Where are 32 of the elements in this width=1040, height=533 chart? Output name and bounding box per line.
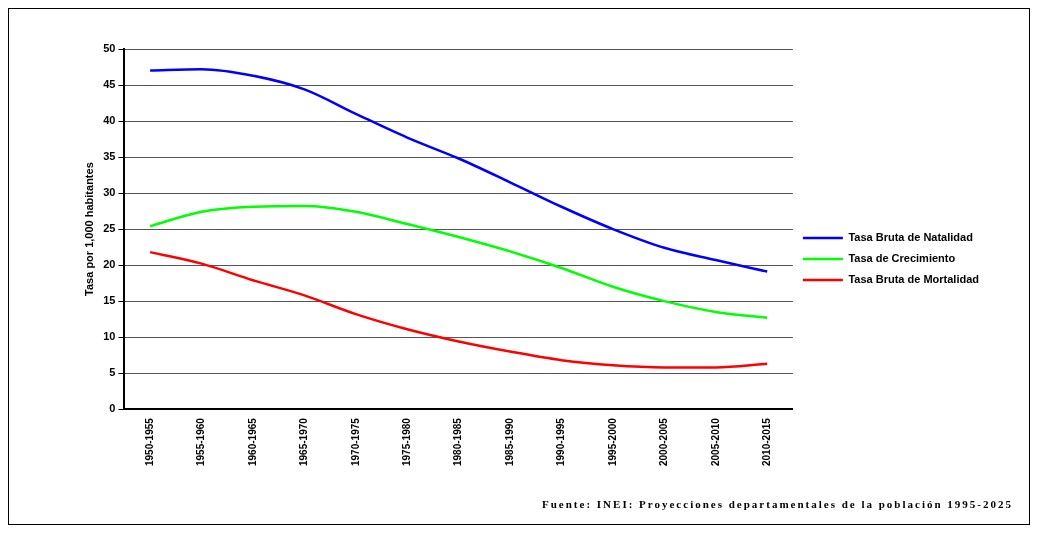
legend-label: Tasa Bruta de Mortalidad <box>848 273 980 286</box>
y-tick-label: 15 <box>103 294 116 307</box>
y-tick-label: 35 <box>103 150 116 163</box>
x-tick-label: 1950-1955 <box>143 417 155 467</box>
x-tick-label: 1995-2000 <box>606 417 618 467</box>
x-tick-label: 1985-1990 <box>503 417 515 467</box>
y-axis-title: Tasa por 1,000 habitantes <box>82 162 95 296</box>
x-tick-label: 2005-2010 <box>709 417 721 467</box>
y-tick-label: 5 <box>109 366 116 379</box>
line-series <box>148 250 769 369</box>
x-tick-label: 2000-2005 <box>658 417 670 467</box>
x-tick-label: 1965-1970 <box>298 417 310 467</box>
line-series <box>148 204 769 319</box>
y-tick-label: 25 <box>103 222 116 235</box>
y-tick-label: 10 <box>103 330 116 343</box>
y-tick-label: 50 <box>103 42 116 55</box>
y-tick-label: 30 <box>103 186 116 199</box>
x-tick-label: 1955-1960 <box>195 417 207 467</box>
x-tick-label: 1970-1975 <box>349 417 361 467</box>
x-tick-label: 1980-1985 <box>452 417 464 467</box>
x-tick-label: 1975-1980 <box>401 417 412 467</box>
legend-label: Tasa Bruta de Natalidad <box>848 231 973 244</box>
x-tick-label: 1960-1965 <box>246 417 258 467</box>
y-tick-label: 0 <box>109 402 116 415</box>
x-tick-label: 2010-2015 <box>760 417 772 467</box>
y-tick-label: 40 <box>103 114 116 127</box>
y-tick-label: 45 <box>103 78 116 91</box>
y-tick-label: 20 <box>103 258 116 271</box>
x-tick-label: 1990-1995 <box>555 417 567 467</box>
line-series <box>148 67 769 273</box>
legend-label: Tasa de Crecimiento <box>848 252 956 265</box>
source-note: Fuente: INEI: Proyecciones departamentales de la población 1995-2025 <box>542 498 1013 510</box>
